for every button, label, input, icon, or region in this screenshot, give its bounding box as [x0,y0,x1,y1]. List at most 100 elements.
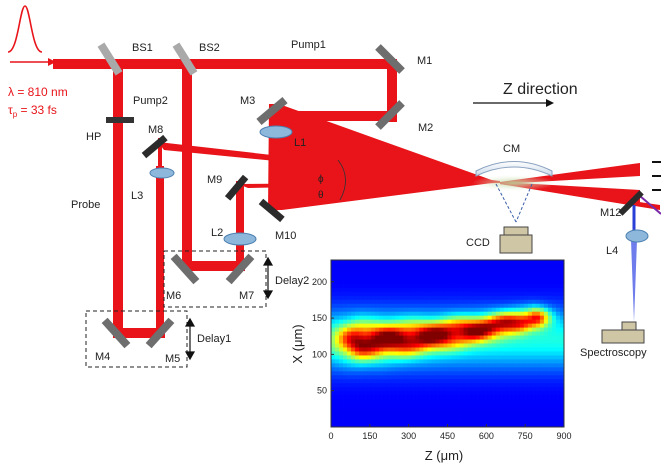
heatmap-cell [543,343,549,348]
heatmap-cell [491,391,497,396]
heatmap-cell [539,291,545,297]
heatmap-cell [335,411,340,416]
heatmap-cell [427,399,432,404]
heatmap-cell [387,351,392,356]
heatmap-cell [543,271,549,277]
heatmap-cell [383,275,388,281]
heatmap-cell [419,423,424,428]
m6-label: M6 [166,290,181,302]
heatmap-cell [363,387,368,392]
heatmap-cell [543,347,549,352]
heatmap-cell [435,283,440,289]
heatmap-cell [375,351,380,356]
heatmap-cell [551,379,557,384]
heatmap-cell [403,411,408,416]
m12-label: M12 [600,207,621,219]
heatmap-cell [439,375,444,380]
heatmap-cell [443,347,448,352]
heatmap-cell [551,303,557,309]
heatmap-cell [415,267,420,273]
heatmap-cell [347,415,352,420]
heatmap-cell [459,339,464,344]
heatmap-cell [523,319,529,325]
heatmap-cell [463,415,468,420]
heatmap-cell [559,307,565,313]
heatmap-cell [491,339,497,344]
heatmap-cell [371,295,376,301]
heatmap-cell [547,283,553,289]
heatmap-cell [535,407,541,412]
heatmap-cell [355,419,360,424]
heatmap-cell [499,395,505,400]
heatmap-cell [551,367,557,372]
heatmap-cell [403,359,408,364]
heatmap-cell [431,331,436,336]
heatmap-cell [515,283,521,289]
heatmap-cell [423,323,428,328]
heatmap-cell [559,391,565,396]
heatmap-cell [347,375,352,380]
delay1-label: Delay1 [197,333,231,345]
heatmap-cell [387,279,392,285]
heatmap-cell [339,287,344,293]
heatmap-cell [375,375,380,380]
heatmap-cell [515,371,521,376]
heatmap-cell [435,411,440,416]
heatmap-cell [519,375,525,380]
heatmap-cell [335,283,340,289]
heatmap-cell [463,331,468,336]
heatmap-cell [391,419,396,424]
heatmap-cell [447,339,452,344]
heatmap-cell [351,383,356,388]
heatmap-cell [375,367,380,372]
heatmap-cell [447,279,452,285]
heatmap-cell [507,283,513,289]
heatmap-cell [391,407,396,412]
heatmap-cell [343,271,348,277]
heatmap-cell [339,399,344,404]
heatmap-cell [443,407,448,412]
heatmap-cell [375,319,380,325]
heatmap-cell [363,267,368,273]
heatmap-cell [535,359,541,364]
heatmap-cell [379,419,384,424]
delay2-label: Delay2 [275,275,309,287]
heatmap-cell [527,355,533,360]
heatmap-cell [331,375,336,380]
heatmap-cell [355,311,360,317]
heatmap-cell [347,331,352,336]
heatmap-cell [491,387,497,392]
heatmap-cell [423,335,428,340]
heatmap-cell [371,371,376,376]
heatmap-cell [487,419,493,424]
heatmap-cell [523,419,529,424]
heatmap-cell [407,315,412,321]
heatmap-cell [435,271,440,277]
heatmap-cell [359,295,364,301]
heatmap-cell [503,363,509,368]
heatmap-cell [379,339,384,344]
heatmap-cell [487,383,493,388]
heatmap-cell [391,275,396,281]
heatmap-cell [471,411,477,416]
heatmap-cell [451,359,456,364]
heatmap-cell [431,295,436,301]
heatmap-cell [435,415,440,420]
heatmap-cell [539,351,545,356]
heatmap-cell [351,327,356,332]
heatmap-cell [547,271,553,277]
heatmap-cell [555,271,561,277]
heatmap-cell [495,307,501,313]
heatmap-cell [535,371,541,376]
heatmap-cell [447,371,452,376]
heatmap-cell [467,387,473,392]
heatmap-cell [531,287,537,293]
heatmap-cell [531,375,537,380]
heatmap-cell [443,319,448,325]
heatmap-cell [487,335,493,340]
heatmap-cell [387,263,392,269]
heatmap-cell [543,295,549,301]
heatmap-cell [459,323,464,328]
heatmap-cell [491,299,497,305]
heatmap-cell [407,323,412,328]
